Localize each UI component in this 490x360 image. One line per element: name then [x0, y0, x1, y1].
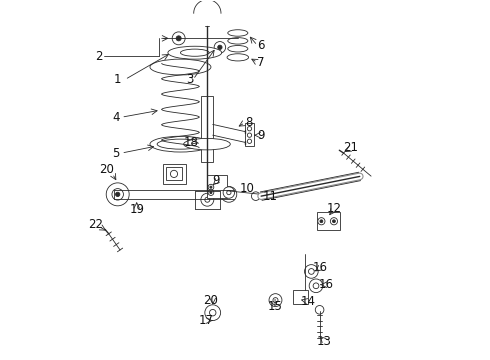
Bar: [317, 212, 340, 230]
Text: 12: 12: [327, 202, 342, 215]
Ellipse shape: [228, 30, 248, 36]
Ellipse shape: [168, 46, 221, 59]
Ellipse shape: [157, 139, 204, 149]
Circle shape: [176, 36, 181, 41]
Text: 17: 17: [199, 314, 214, 328]
Circle shape: [223, 187, 235, 198]
Ellipse shape: [184, 138, 230, 150]
Text: 4: 4: [112, 111, 120, 124]
Circle shape: [330, 218, 338, 225]
Circle shape: [116, 192, 120, 197]
Text: 1: 1: [114, 73, 122, 86]
Bar: [201, 96, 213, 162]
Circle shape: [320, 220, 323, 223]
Circle shape: [210, 310, 216, 316]
Text: 3: 3: [186, 73, 193, 86]
Circle shape: [247, 133, 252, 137]
Circle shape: [172, 32, 185, 45]
Ellipse shape: [228, 38, 248, 44]
Text: 13: 13: [317, 335, 331, 348]
Circle shape: [201, 193, 214, 206]
Circle shape: [210, 192, 212, 194]
Circle shape: [227, 190, 231, 195]
Bar: [294, 290, 308, 304]
Text: 2: 2: [95, 50, 102, 63]
Text: 16: 16: [313, 261, 328, 274]
Circle shape: [208, 190, 214, 195]
Ellipse shape: [150, 136, 211, 152]
Circle shape: [304, 265, 318, 278]
Circle shape: [247, 127, 252, 131]
Circle shape: [106, 183, 129, 206]
Text: 19: 19: [129, 203, 144, 216]
Circle shape: [247, 139, 252, 143]
Text: 11: 11: [263, 190, 278, 203]
Ellipse shape: [228, 45, 248, 52]
Circle shape: [171, 170, 177, 177]
Text: 16: 16: [318, 278, 334, 291]
Circle shape: [218, 45, 222, 49]
Circle shape: [208, 184, 214, 190]
Text: 15: 15: [268, 300, 282, 313]
Circle shape: [309, 279, 323, 293]
Text: 14: 14: [300, 296, 315, 309]
Text: 7: 7: [257, 56, 265, 69]
Bar: [207, 175, 227, 198]
Ellipse shape: [180, 49, 209, 56]
Text: 20: 20: [203, 294, 219, 307]
Text: 8: 8: [245, 116, 252, 129]
Circle shape: [225, 191, 232, 198]
Circle shape: [313, 283, 319, 289]
Circle shape: [318, 218, 325, 225]
Text: 18: 18: [184, 136, 198, 149]
Circle shape: [333, 220, 335, 223]
Circle shape: [221, 186, 237, 202]
Circle shape: [205, 305, 220, 320]
Circle shape: [210, 186, 212, 188]
Bar: [163, 164, 186, 184]
Text: 9: 9: [257, 129, 265, 142]
Bar: [245, 123, 254, 146]
Circle shape: [112, 189, 123, 200]
Text: 22: 22: [88, 218, 103, 231]
Circle shape: [269, 294, 282, 307]
Text: 9: 9: [212, 174, 220, 187]
Text: 10: 10: [239, 183, 254, 195]
Text: 20: 20: [99, 163, 114, 176]
Text: 5: 5: [112, 147, 120, 159]
Circle shape: [214, 41, 225, 53]
Circle shape: [309, 269, 314, 274]
Bar: [166, 167, 182, 180]
Circle shape: [205, 197, 210, 202]
Circle shape: [315, 306, 324, 314]
Text: 6: 6: [257, 39, 265, 52]
Text: 21: 21: [343, 141, 358, 154]
Ellipse shape: [227, 54, 248, 61]
Circle shape: [273, 298, 278, 303]
Circle shape: [251, 192, 260, 201]
Ellipse shape: [150, 59, 211, 75]
